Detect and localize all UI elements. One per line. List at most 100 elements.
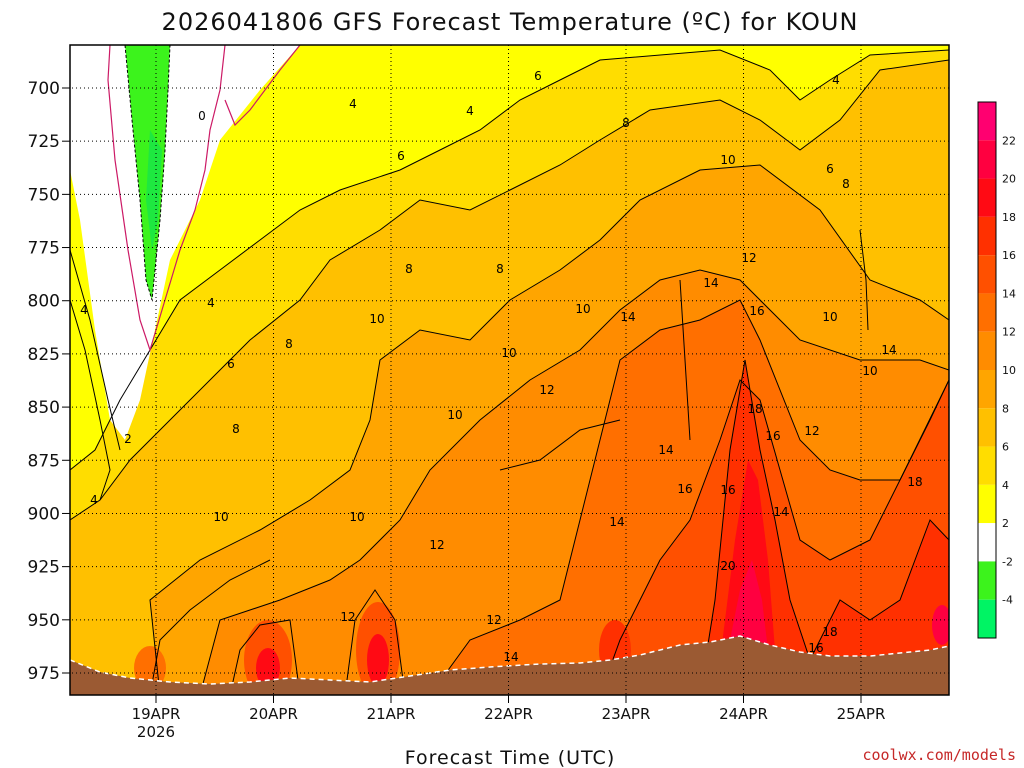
y-tick-label: 700 <box>28 79 60 99</box>
colorbar-swatch <box>978 561 996 600</box>
colorbar-swatch <box>978 293 996 332</box>
contour-label: 4 <box>466 104 474 118</box>
x-tick-label: 25APR <box>837 705 886 723</box>
contour-label: 12 <box>804 424 819 438</box>
contour-label: 14 <box>620 310 635 324</box>
colorbar-swatch <box>978 255 996 294</box>
colorbar-label: 2 <box>1002 517 1009 530</box>
contour-label: 14 <box>881 343 896 357</box>
y-tick-label: 725 <box>28 132 60 152</box>
y-tick-label: 825 <box>28 345 60 365</box>
contour-line <box>429 299 949 695</box>
colorbar-swatch <box>978 331 996 370</box>
colorbar-swatch <box>978 484 996 524</box>
colorbar-swatch <box>978 140 996 179</box>
colorbar-swatch <box>978 446 996 485</box>
contour-line <box>70 249 121 451</box>
credit-text: coolwx.com/models <box>862 746 1016 764</box>
colorbar-label: 18 <box>1002 211 1016 224</box>
contour-line <box>679 279 691 441</box>
contour-line <box>229 619 301 695</box>
core-b-in <box>367 634 389 686</box>
contour-label: 14 <box>503 650 518 664</box>
contour-label: 10 <box>213 510 228 524</box>
colorbar-label: 10 <box>1002 364 1016 377</box>
contour-line <box>149 164 949 695</box>
colorbar-label: -4 <box>1002 594 1013 607</box>
contour-label: 4 <box>349 97 357 111</box>
contour-label: 18 <box>747 402 762 416</box>
y-tick-label: 850 <box>28 398 60 418</box>
colorbar-label: 20 <box>1002 173 1016 186</box>
chart-title: 2026041806 GFS Forecast Temperature (ºC)… <box>162 8 859 36</box>
y-axis: 700 725 750 775 800 825 850 875 900 925 950 975 <box>28 79 70 684</box>
contour-label: 10 <box>720 153 735 167</box>
colorbar-swatch <box>978 408 996 447</box>
contour-line <box>699 359 949 695</box>
contour-label: 12 <box>429 538 444 552</box>
contour-label: 16 <box>749 304 764 318</box>
contour-line <box>859 229 869 331</box>
x-tick-label: 22APR <box>484 705 533 723</box>
contour-label: 6 <box>826 162 834 176</box>
contour-label: 0 <box>198 109 206 123</box>
x-year-label: 2026 <box>137 723 175 741</box>
contour-minus2-line <box>124 45 171 301</box>
contour-line <box>344 589 406 695</box>
contour-label: 10 <box>447 408 462 422</box>
x-axis: 19APR 20APR 21APR 22APR 23APR 24APR 25APR <box>132 695 886 723</box>
contour-label: 14 <box>773 505 788 519</box>
band-22 <box>728 560 768 650</box>
contour-label: 10 <box>501 346 516 360</box>
contour-label: 8 <box>232 422 240 436</box>
contour-label: 14 <box>658 443 673 457</box>
contour-label: 16 <box>765 429 780 443</box>
colorbar-swatch <box>978 370 996 409</box>
y-tick-label: 800 <box>28 292 60 312</box>
y-tick-label: 975 <box>28 664 60 684</box>
band-4 <box>70 45 949 470</box>
contour-label: 6 <box>397 149 405 163</box>
contour-label: 16 <box>808 641 823 655</box>
y-tick-label: 775 <box>28 239 60 259</box>
y-tick-label: 875 <box>28 451 60 471</box>
zero-contours <box>107 45 301 352</box>
contour-label: 8 <box>285 337 293 351</box>
gridlines <box>70 45 949 695</box>
contour-line <box>599 379 949 695</box>
contour-label: 14 <box>703 276 718 290</box>
x-tick-label: 24APR <box>719 705 768 723</box>
contour-zero-line <box>224 45 301 127</box>
terrain <box>70 636 949 695</box>
contour-label: 18 <box>822 625 837 639</box>
y-tick-label: 950 <box>28 611 60 631</box>
contour-label: 12 <box>486 613 501 627</box>
colorbar-label: 8 <box>1002 402 1009 415</box>
contour-label: 16 <box>720 483 735 497</box>
contour-label: 16 <box>677 482 692 496</box>
x-tick-label: 19APR <box>132 705 181 723</box>
contour-label: 10 <box>862 364 877 378</box>
x-tick-label: 23APR <box>602 705 651 723</box>
y-tick-label: 900 <box>28 504 60 524</box>
contour-label: 8 <box>405 262 413 276</box>
contour-label: 4 <box>90 493 98 507</box>
contour-label: 4 <box>832 73 840 87</box>
contour-label: 6 <box>227 357 235 371</box>
contour-label: 8 <box>496 262 504 276</box>
contour-label: 6 <box>534 69 542 83</box>
contour-label: 10 <box>822 310 837 324</box>
colorbar-label: 12 <box>1002 326 1016 339</box>
x-tick-label: 20APR <box>249 705 298 723</box>
contour-line <box>149 559 271 695</box>
band-2 <box>70 45 300 440</box>
y-tick-label: 750 <box>28 185 60 205</box>
contour-label: 8 <box>842 177 850 191</box>
contour-line <box>199 269 949 695</box>
colorbar: -4 -2 2 4 6 8 10 12 14 16 18 20 22 <box>977 101 1016 639</box>
colorbar-label: 16 <box>1002 249 1016 262</box>
colorbar-swatch <box>978 599 996 638</box>
contour-label: 12 <box>539 383 554 397</box>
